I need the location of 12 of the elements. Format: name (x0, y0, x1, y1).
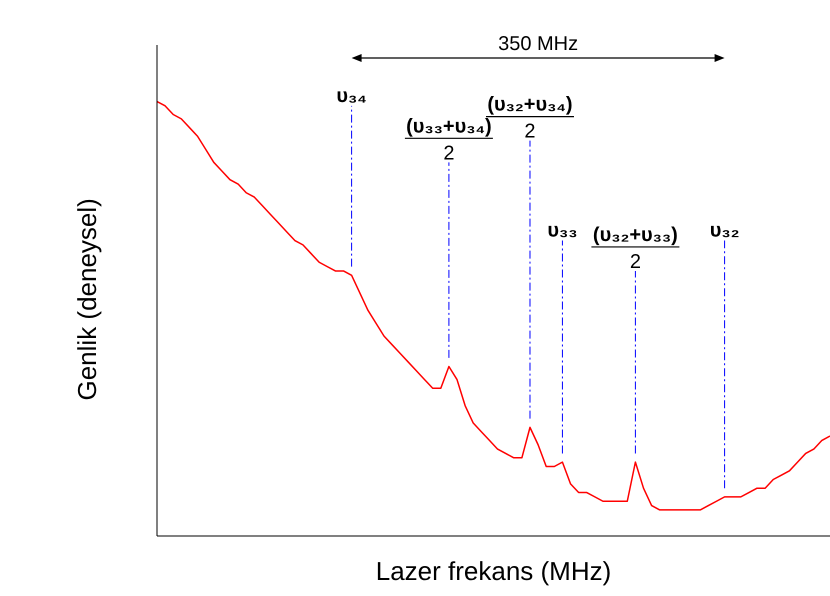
annotation: 2 (524, 120, 536, 143)
annotation: 2 (630, 250, 641, 273)
y-axis-title: Genlik (deneysel) (72, 198, 102, 400)
text: 350 MHz (498, 33, 578, 56)
annotation: υ₃₂ (710, 220, 740, 242)
annotation: (υ₃₂+υ₃₃) (592, 224, 678, 246)
annotation: (υ₃₂+υ₃₄) (487, 94, 573, 116)
annotation: υ₃₄ (336, 84, 367, 107)
annotation: υ₃₃ (547, 220, 578, 242)
x-axis-title: Lazer frekans (MHz) (376, 556, 612, 586)
annotation: 2 (443, 142, 454, 164)
annotation: (υ₃₃+υ₃₄) (406, 115, 492, 138)
